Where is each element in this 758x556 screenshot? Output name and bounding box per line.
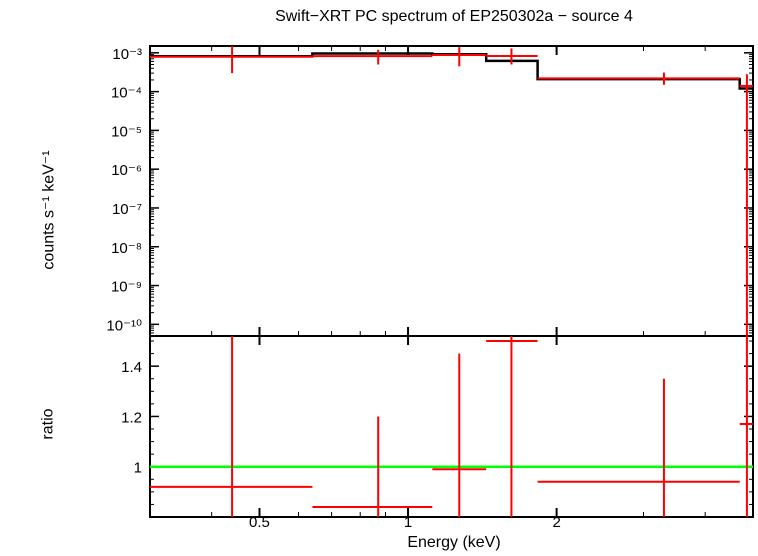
bottom-y-tick-label: 1.4 [121,359,142,376]
top-y-tick-label: 10⁻⁴ [111,85,142,102]
x-axis-label: Energy (keV) [407,534,501,551]
x-tick-label: 1 [404,514,412,531]
bottom-y-tick-label: 1.2 [121,409,142,426]
model-step-line [150,52,753,90]
top-y-tick-label: 10⁻³ [112,46,142,63]
top-y-tick-label: 10⁻⁸ [111,240,142,257]
x-tick-label: 2 [552,514,560,531]
top-y-tick-label: 10⁻⁹ [111,279,142,296]
top-panel-frame [149,45,754,337]
top-y-tick-label: 10⁻⁶ [111,162,142,179]
chart-title: Swift−XRT PC spectrum of EP250302a − sou… [275,8,633,25]
bottom-y-tick-label: 1 [134,460,142,477]
bottom-panel-frame [149,335,754,518]
top-y-tick-label: 10⁻⁵ [111,123,142,140]
top-y-tick-label: 10⁻¹⁰ [106,317,142,334]
top-y-tick-label: 10⁻⁷ [112,201,142,218]
x-tick-label: 0.5 [249,514,270,531]
